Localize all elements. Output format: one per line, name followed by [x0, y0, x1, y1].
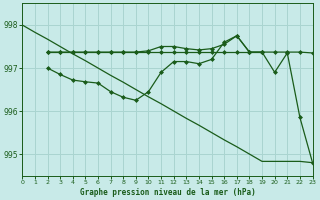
X-axis label: Graphe pression niveau de la mer (hPa): Graphe pression niveau de la mer (hPa) [80, 188, 255, 197]
